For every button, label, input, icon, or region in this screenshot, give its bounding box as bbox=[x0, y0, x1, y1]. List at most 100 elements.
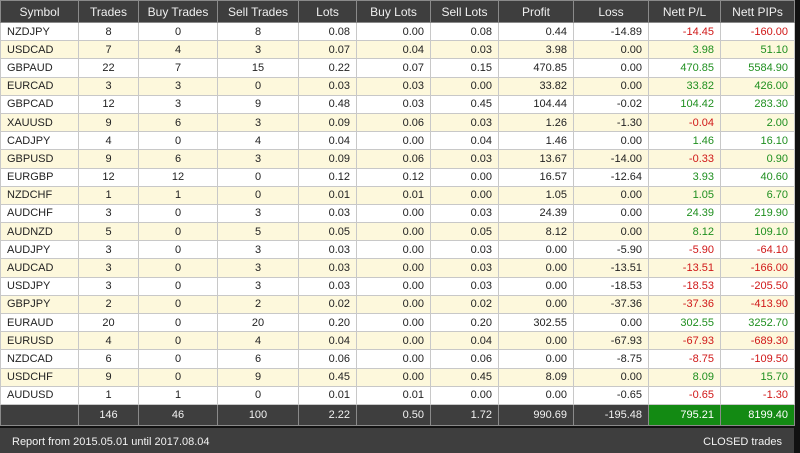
value-cell: -37.36 bbox=[573, 294, 649, 315]
value-cell: 7 bbox=[138, 58, 218, 78]
value-cell: 24.39 bbox=[498, 203, 574, 224]
value-cell: 0.03 bbox=[430, 276, 499, 296]
symbol-cell: EURAUD bbox=[0, 312, 79, 333]
value-cell: -18.53 bbox=[573, 276, 649, 296]
symbol-cell: NZDJPY bbox=[0, 21, 79, 42]
value-cell: 3.93 bbox=[648, 167, 721, 187]
value-cell: 0.00 bbox=[573, 203, 649, 224]
trade-row: AUDCAD 3 0 3 0.03 0.00 0.03 0.00 -13.51 -13.51 -16… bbox=[0, 258, 795, 278]
value-cell: 0.07 bbox=[298, 40, 357, 60]
value-cell: 15 bbox=[217, 58, 299, 78]
value-cell: 0.00 bbox=[430, 167, 499, 187]
symbol-cell: AUDNZD bbox=[0, 222, 79, 242]
value-cell: 12 bbox=[78, 94, 139, 114]
column-header: Nett PIPs bbox=[720, 0, 795, 23]
value-cell: 20 bbox=[217, 312, 299, 333]
value-cell: 0 bbox=[138, 240, 218, 260]
value-cell: 0.00 bbox=[430, 185, 499, 205]
value-cell: 1 bbox=[138, 385, 218, 405]
value-cell: 3 bbox=[217, 112, 299, 133]
value-cell: 3 bbox=[217, 149, 299, 169]
symbol-cell: AUDUSD bbox=[0, 385, 79, 405]
value-cell: -0.04 bbox=[648, 112, 721, 133]
value-cell: -12.64 bbox=[573, 167, 649, 187]
value-cell: -109.50 bbox=[720, 349, 795, 369]
value-cell: 0.03 bbox=[298, 240, 357, 260]
symbol-cell: EURUSD bbox=[0, 331, 79, 351]
value-cell: 0.02 bbox=[298, 294, 357, 315]
total-cell: 100 bbox=[217, 403, 299, 426]
value-cell: 0 bbox=[138, 222, 218, 242]
value-cell: 0.00 bbox=[356, 222, 431, 242]
value-cell: 0.15 bbox=[430, 58, 499, 78]
value-cell: -67.93 bbox=[648, 331, 721, 351]
status-bar: Report from 2015.05.01 until 2017.08.04 … bbox=[0, 428, 794, 453]
trade-row: GBPCAD 12 3 9 0.48 0.03 0.45 104.44 -0.02 104.42 2… bbox=[0, 94, 795, 114]
value-cell: -14.45 bbox=[648, 21, 721, 42]
report-range: Report from 2015.05.01 until 2017.08.04 bbox=[12, 436, 210, 448]
value-cell: 3.98 bbox=[648, 40, 721, 60]
symbol-cell: AUDCAD bbox=[0, 258, 79, 278]
value-cell: 0.00 bbox=[573, 131, 649, 151]
value-cell: 0 bbox=[138, 258, 218, 278]
value-cell: 0.90 bbox=[720, 149, 795, 169]
column-header: Lots bbox=[298, 0, 357, 23]
value-cell: 0.00 bbox=[356, 203, 431, 224]
value-cell: 3 bbox=[78, 203, 139, 224]
value-cell: 12 bbox=[138, 167, 218, 187]
value-cell: 0.04 bbox=[430, 331, 499, 351]
value-cell: -14.00 bbox=[573, 149, 649, 169]
value-cell: 0.04 bbox=[298, 131, 357, 151]
value-cell: 109.10 bbox=[720, 222, 795, 242]
value-cell: 0.00 bbox=[356, 276, 431, 296]
symbol-cell: EURGBP bbox=[0, 167, 79, 187]
symbol-cell: EURCAD bbox=[0, 76, 79, 96]
value-cell: 0.00 bbox=[573, 367, 649, 387]
trade-row: EURGBP 12 12 0 0.12 0.12 0.00 16.57 -12.64 3.93 40… bbox=[0, 167, 795, 187]
value-cell: 0.06 bbox=[430, 349, 499, 369]
value-cell: 0.45 bbox=[430, 94, 499, 114]
value-cell: 104.42 bbox=[648, 94, 721, 114]
value-cell: 0.48 bbox=[298, 94, 357, 114]
value-cell: 0.09 bbox=[298, 112, 357, 133]
symbol-cell: GBPAUD bbox=[0, 58, 79, 78]
value-cell: 0.00 bbox=[430, 76, 499, 96]
value-cell: 0.00 bbox=[498, 240, 574, 260]
value-cell: 0.01 bbox=[298, 385, 357, 405]
trade-row: USDCAD 7 4 3 0.07 0.04 0.03 3.98 0.00 3.98 51.10 bbox=[0, 40, 795, 60]
column-header: Loss bbox=[573, 0, 649, 23]
column-header: Trades bbox=[78, 0, 139, 23]
value-cell: 0.09 bbox=[298, 149, 357, 169]
value-cell: 0.12 bbox=[356, 167, 431, 187]
value-cell: 0.08 bbox=[298, 21, 357, 42]
value-cell: 0.00 bbox=[498, 331, 574, 351]
value-cell: 0.00 bbox=[573, 58, 649, 78]
value-cell: -689.30 bbox=[720, 331, 795, 351]
value-cell: 8.12 bbox=[648, 222, 721, 242]
value-cell: 16.57 bbox=[498, 167, 574, 187]
value-cell: 1 bbox=[78, 385, 139, 405]
value-cell: 3 bbox=[217, 258, 299, 278]
value-cell: 0 bbox=[138, 131, 218, 151]
value-cell: 6.70 bbox=[720, 185, 795, 205]
trade-row: EURAUD 20 0 20 0.20 0.00 0.20 302.55 0.00 302.55 3… bbox=[0, 312, 795, 333]
value-cell: 6 bbox=[78, 349, 139, 369]
value-cell: -67.93 bbox=[573, 331, 649, 351]
value-cell: 1.26 bbox=[498, 112, 574, 133]
symbol-cell: GBPUSD bbox=[0, 149, 79, 169]
trade-row: NZDJPY 8 0 8 0.08 0.00 0.08 0.44 -14.89 -14.45 -16… bbox=[0, 21, 795, 42]
value-cell: 0.03 bbox=[430, 40, 499, 60]
value-cell: 426.00 bbox=[720, 76, 795, 96]
value-cell: 9 bbox=[217, 94, 299, 114]
value-cell: -18.53 bbox=[648, 276, 721, 296]
value-cell: -413.90 bbox=[720, 294, 795, 315]
value-cell: -1.30 bbox=[720, 385, 795, 405]
value-cell: 1.46 bbox=[648, 131, 721, 151]
value-cell: 302.55 bbox=[498, 312, 574, 333]
value-cell: 3 bbox=[217, 40, 299, 60]
value-cell: 8 bbox=[217, 21, 299, 42]
value-cell: -5.90 bbox=[648, 240, 721, 260]
value-cell: 0.01 bbox=[298, 185, 357, 205]
total-cell: 0.50 bbox=[356, 403, 431, 426]
trade-row: AUDJPY 3 0 3 0.03 0.00 0.03 0.00 -5.90 -5.90 -64.1… bbox=[0, 240, 795, 260]
